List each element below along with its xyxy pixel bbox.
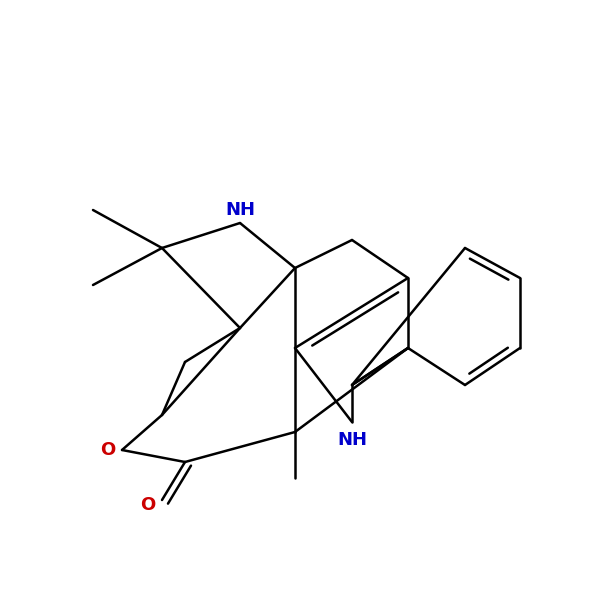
Bar: [225, 200, 255, 220]
Bar: [137, 495, 159, 515]
Text: NH: NH: [225, 201, 255, 219]
Text: NH: NH: [337, 431, 367, 449]
Bar: [97, 440, 119, 460]
Bar: [337, 430, 367, 450]
Text: O: O: [100, 441, 116, 459]
Text: O: O: [140, 496, 155, 514]
